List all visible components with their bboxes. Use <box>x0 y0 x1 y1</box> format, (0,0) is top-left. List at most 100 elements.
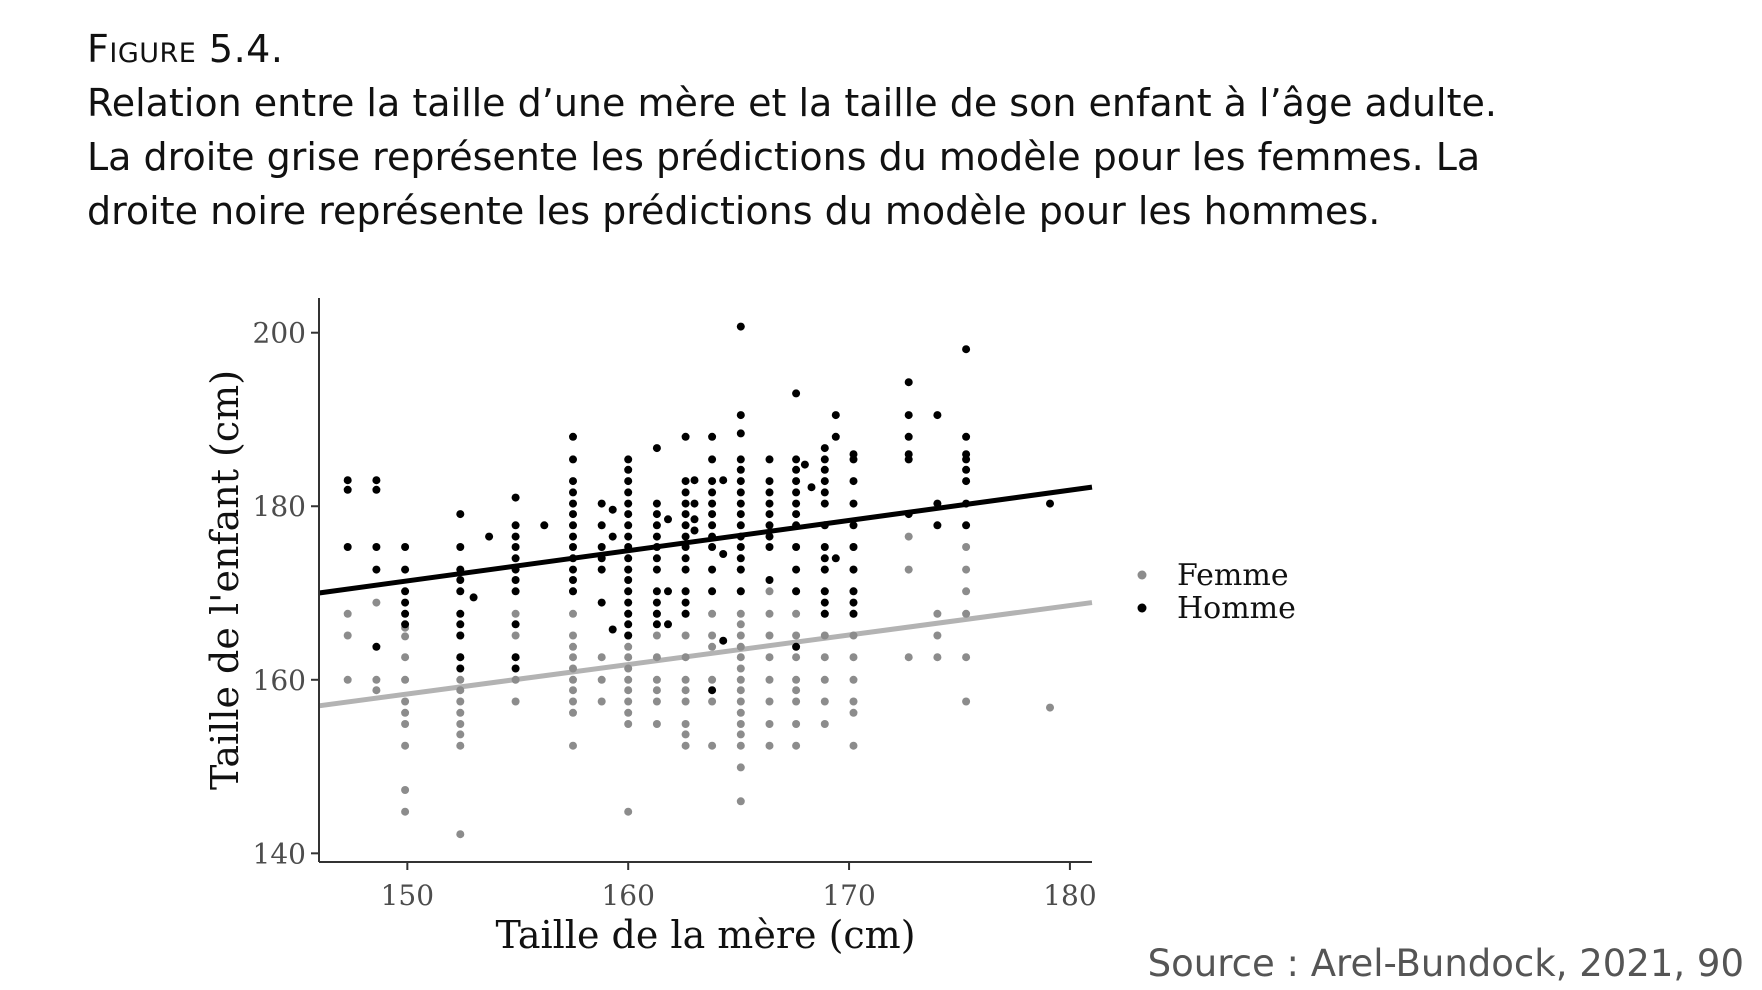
y-tick-label: 140 <box>253 837 306 870</box>
point-homme <box>624 521 633 530</box>
point-homme <box>511 493 520 502</box>
point-femme <box>904 565 913 574</box>
regression-lines <box>318 484 1093 709</box>
point-homme <box>736 499 745 508</box>
point-homme <box>736 554 745 563</box>
point-femme <box>652 653 661 662</box>
point-homme <box>456 609 465 618</box>
point-homme <box>624 543 633 551</box>
point-homme <box>456 664 465 673</box>
point-femme <box>569 741 577 750</box>
point-femme <box>736 620 745 629</box>
point-femme <box>569 686 577 695</box>
point-homme <box>719 550 728 558</box>
point-homme <box>831 554 840 563</box>
point-femme <box>1046 703 1054 712</box>
point-femme <box>372 686 381 695</box>
point-femme <box>456 730 465 739</box>
point-homme <box>708 499 717 508</box>
regression-line-femme <box>318 600 1093 709</box>
point-homme <box>736 322 745 331</box>
point-femme <box>820 675 829 684</box>
point-femme <box>765 741 774 750</box>
point-femme <box>736 686 745 695</box>
point-femme <box>401 786 410 794</box>
point-femme <box>962 587 971 596</box>
point-homme <box>681 510 690 519</box>
point-homme <box>372 642 381 651</box>
point-homme <box>652 521 661 530</box>
point-homme <box>681 609 690 618</box>
point-femme <box>765 653 774 662</box>
point-homme <box>608 505 617 514</box>
point-femme <box>708 609 717 618</box>
point-homme <box>736 455 745 464</box>
point-homme <box>624 609 633 618</box>
point-homme <box>792 587 801 596</box>
point-femme <box>372 598 381 607</box>
y-axis-title: Taille de l'enfant (cm) <box>203 370 247 790</box>
point-homme <box>681 543 690 551</box>
point-homme <box>800 460 809 469</box>
point-homme <box>652 444 661 453</box>
point-homme <box>831 411 840 420</box>
point-homme <box>652 565 661 574</box>
point-homme <box>652 598 661 607</box>
point-homme <box>690 476 699 485</box>
point-homme <box>962 455 971 464</box>
point-femme <box>962 609 971 618</box>
point-homme <box>719 476 728 485</box>
caption-line-1: Relation entre la taille d’une mère et l… <box>87 81 1497 125</box>
point-femme <box>401 653 410 662</box>
point-homme <box>597 598 606 607</box>
point-femme <box>569 664 577 673</box>
point-homme <box>792 510 801 519</box>
point-homme <box>962 432 971 441</box>
point-homme <box>708 543 717 551</box>
point-femme <box>736 797 745 806</box>
point-homme <box>792 477 801 486</box>
point-homme <box>652 554 661 563</box>
legend-label-femme: Femme <box>1177 558 1289 593</box>
figure-caption: Figure 5.4. Relation entre la taille d’u… <box>87 22 1527 238</box>
point-femme <box>624 697 633 706</box>
point-femme <box>736 642 745 651</box>
point-homme <box>401 543 410 551</box>
point-homme <box>597 521 606 530</box>
point-femme <box>652 675 661 684</box>
point-homme <box>820 554 829 563</box>
point-femme <box>456 675 465 684</box>
point-homme <box>681 587 690 596</box>
point-homme <box>736 532 745 541</box>
point-homme <box>569 477 577 486</box>
point-homme <box>540 521 549 530</box>
point-homme <box>933 411 942 420</box>
point-homme <box>569 432 577 441</box>
point-homme <box>372 476 381 485</box>
point-femme <box>401 708 410 717</box>
point-homme <box>681 488 690 497</box>
point-femme <box>708 741 717 750</box>
caption-line-3: droite noire représente les prédictions … <box>87 189 1381 233</box>
point-femme <box>681 697 690 706</box>
point-homme <box>652 499 661 508</box>
point-homme <box>485 532 494 541</box>
point-homme <box>765 543 774 551</box>
point-femme <box>569 631 577 640</box>
point-homme <box>624 620 633 629</box>
point-homme <box>736 510 745 519</box>
point-homme <box>511 565 520 574</box>
point-femme <box>849 741 858 750</box>
point-femme <box>765 631 774 640</box>
point-homme <box>807 483 816 492</box>
point-femme <box>569 675 577 684</box>
point-homme <box>831 432 840 441</box>
point-femme <box>736 741 745 750</box>
point-homme <box>904 378 913 387</box>
point-homme <box>569 510 577 519</box>
point-femme <box>401 632 410 641</box>
point-homme <box>456 631 465 640</box>
point-femme <box>792 675 801 684</box>
axes <box>318 298 1092 863</box>
point-homme <box>624 565 633 574</box>
